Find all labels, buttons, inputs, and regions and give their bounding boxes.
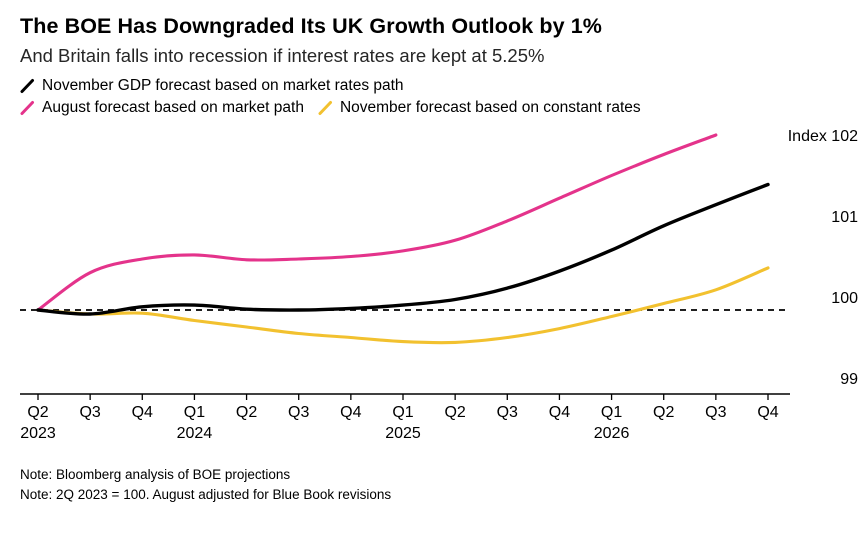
x-tick-label: Q2	[653, 404, 674, 421]
x-tick-label: Q3	[497, 404, 518, 421]
note-line-2: Note: 2Q 2023 = 100. August adjusted for…	[20, 487, 392, 503]
x-tick-label: Q3	[705, 404, 726, 421]
x-tick-label: Q4	[340, 404, 361, 421]
legend-row-2: August forecast based on market path Nov…	[20, 99, 863, 117]
line-swatch-icon	[318, 100, 333, 116]
x-year-label: 2024	[177, 425, 213, 442]
chart-subtitle: And Britain falls into recession if inte…	[20, 45, 545, 66]
legend-label: November GDP forecast based on market ra…	[42, 77, 404, 94]
legend-row-1: November GDP forecast based on market ra…	[20, 77, 863, 95]
series-line-1	[36, 133, 718, 312]
y-axis-label: 100	[831, 290, 858, 307]
source-notes: Note: Bloomberg analysis of BOE projecti…	[20, 465, 863, 506]
x-tick-label: Q1	[601, 404, 622, 421]
legend-label: November forecast based on constant rate…	[339, 99, 641, 116]
x-tick-label: Q2	[236, 404, 257, 421]
x-year-label: 2026	[594, 425, 630, 442]
x-year-label: 2023	[20, 425, 56, 442]
legend: November GDP forecast based on market ra…	[20, 77, 863, 117]
chart-title: The BOE Has Downgraded Its UK Growth Out…	[20, 14, 602, 38]
series-line-0	[36, 182, 770, 316]
line-swatch-icon	[20, 78, 35, 94]
chart-canvas: Q2 Q3 Q4 Q1 Q2 Q3 Q4 Q1 Q2 Q3 Q4 Q1 Q2 Q3 Q4 2023 2024 20…	[20, 128, 858, 442]
note-line-1: Note: Bloomberg analysis of BOE projecti…	[20, 467, 291, 482]
line-swatch-icon	[20, 100, 35, 116]
x-tick-label: Q2	[27, 404, 48, 421]
legend-item-november-constant: November forecast based on constant rate…	[318, 99, 641, 117]
x-tick-label: Q1	[392, 404, 413, 421]
x-tick-label: Q4	[549, 404, 570, 421]
legend-item-august-market: August forecast based on market path	[20, 99, 304, 117]
y-axis-label: Index 102	[788, 128, 858, 145]
x-tick-label: Q4	[132, 404, 153, 421]
series-line-2	[36, 266, 770, 345]
y-axis-label: 99	[840, 371, 858, 388]
x-tick-label: Q2	[444, 404, 465, 421]
x-year-label: 2025	[385, 425, 421, 442]
x-tick-label: Q1	[184, 404, 205, 421]
y-axis-label: 101	[831, 209, 858, 226]
line-chart: Q2 Q3 Q4 Q1 Q2 Q3 Q4 Q1 Q2 Q3 Q4 Q1 Q2 Q3 Q4 2023 2024 20…	[20, 123, 863, 455]
legend-label: August forecast based on market path	[42, 99, 304, 116]
x-tick-label: Q4	[757, 404, 778, 421]
legend-item-november-market: November GDP forecast based on market ra…	[20, 77, 404, 95]
x-tick-label: Q3	[79, 404, 100, 421]
x-tick-label: Q3	[288, 404, 309, 421]
